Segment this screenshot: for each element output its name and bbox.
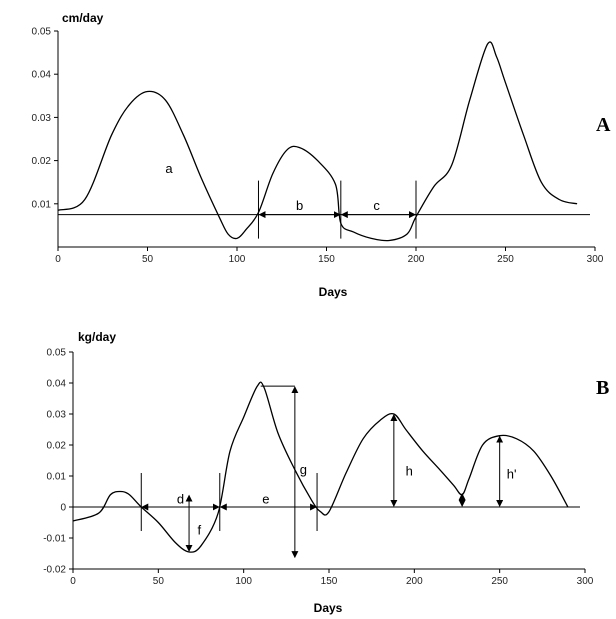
y-tick-label-b: 0	[60, 503, 66, 514]
y-tick-label-b: 0.05	[47, 348, 67, 359]
x-tick-label-a: 300	[587, 254, 604, 265]
annotation-b: h'	[507, 466, 517, 481]
annotation-b: d	[177, 491, 184, 506]
annotation-a: c	[373, 198, 380, 213]
x-tick-label-b: 50	[153, 576, 165, 587]
annotation-a: a	[165, 161, 173, 176]
y-tick-label-b: 0.01	[47, 472, 67, 483]
y-tick-label-b: 0.04	[47, 379, 67, 390]
panel-label-a: A	[596, 114, 611, 136]
x-tick-label-a: 0	[55, 254, 61, 265]
x-tick-label-a: 50	[142, 254, 154, 265]
y-tick-label-b: -0.02	[43, 565, 66, 576]
plot-area-a: 0 50 100 150 200 250 300 0.01 0.02 0.03 0.04 0.05 a b…	[32, 27, 604, 266]
x-tick-label-a: 200	[408, 254, 425, 265]
y-tick-label-a: 0.01	[32, 199, 52, 210]
x-tick-label-a: 100	[229, 254, 246, 265]
x-tick-label-a: 250	[497, 254, 514, 265]
annotation-b: h	[406, 463, 413, 478]
panel-label-b: B	[596, 377, 609, 399]
x-tick-label-b: 150	[321, 576, 338, 587]
x-tick-label-b: 200	[406, 576, 423, 587]
y-tick-label-a: 0.04	[32, 70, 52, 81]
y-tick-label-b: 0.02	[47, 441, 67, 452]
chart-b: kg/day Days B 0 50 100 150 200 250 300 -0.02 -0.…	[43, 330, 609, 615]
annotation-b: f	[197, 522, 201, 537]
series-line-b	[72, 381, 569, 553]
series-line-a	[57, 41, 578, 242]
annotation-b: g	[300, 462, 307, 477]
x-axis-label-a: Days	[319, 285, 348, 299]
plot-area-b: 0 50 100 150 200 250 300 -0.02 -0.01 0 0.01 0.02 0.0…	[43, 348, 594, 588]
chart-a: cm/day Days A 0 50 100 150 200 250 300 0.01 0.02…	[32, 11, 611, 299]
x-axis-label-b: Days	[314, 601, 343, 615]
y-tick-label-b: -0.01	[43, 534, 66, 545]
y-axis-label-a: cm/day	[62, 11, 104, 25]
y-tick-label-a: 0.03	[32, 113, 52, 124]
x-tick-label-b: 250	[491, 576, 508, 587]
y-axis-label-b: kg/day	[78, 330, 116, 344]
x-tick-label-b: 0	[70, 576, 76, 587]
x-tick-label-b: 100	[235, 576, 252, 587]
y-tick-label-a: 0.02	[32, 156, 52, 167]
y-tick-label-a: 0.05	[32, 27, 52, 38]
y-tick-label-b: 0.03	[47, 410, 67, 421]
x-tick-label-a: 150	[318, 254, 335, 265]
annotation-b: e	[262, 491, 269, 506]
x-tick-label-b: 300	[577, 576, 594, 587]
annotation-a: b	[296, 198, 303, 213]
